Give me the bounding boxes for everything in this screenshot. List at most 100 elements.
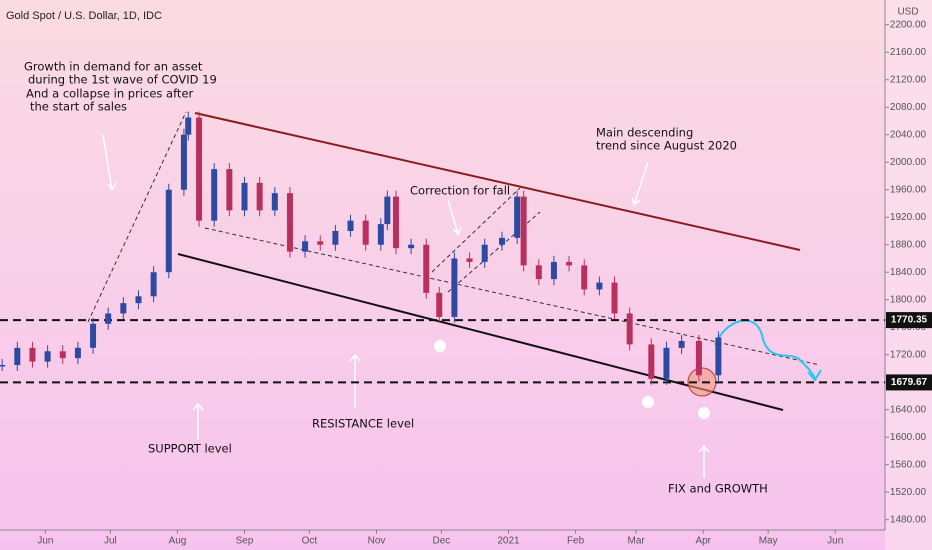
marker: [642, 396, 654, 408]
candle: [663, 347, 670, 379]
y-tick-label: 1840.00: [890, 267, 927, 278]
candle: [678, 340, 685, 348]
annotation: And a collapse in prices after: [26, 87, 194, 101]
candle: [384, 196, 391, 225]
x-tick-label: Dec: [433, 536, 451, 547]
projection: [714, 319, 816, 379]
candle: [256, 182, 263, 211]
arrow: [447, 199, 462, 236]
marker: [434, 340, 446, 352]
y-tick-label: 1600.00: [890, 432, 927, 443]
candle: [377, 224, 384, 245]
candle: [550, 261, 557, 280]
candle: [332, 230, 339, 245]
candle: [286, 193, 293, 252]
marker: [698, 407, 710, 419]
y-tick-label: 1720.00: [890, 349, 927, 360]
candle: [59, 351, 66, 359]
candle: [520, 196, 527, 266]
y-tick-label: 1800.00: [890, 294, 927, 305]
candle: [566, 261, 573, 266]
annotation: FIX and GROWTH: [668, 482, 768, 496]
y-tick-label: 2160.00: [890, 47, 927, 58]
candle: [451, 258, 458, 317]
y-tick-label: 1560.00: [890, 459, 927, 470]
x-tick-label: Oct: [302, 536, 318, 547]
candle: [90, 323, 97, 348]
x-tick-label: Aug: [169, 536, 187, 547]
candle: [408, 244, 415, 249]
candle: [150, 272, 157, 297]
candle: [499, 237, 506, 245]
candle: [302, 241, 309, 252]
candle: [44, 351, 51, 362]
rise-line: [87, 111, 187, 323]
candle: [611, 282, 618, 314]
candle: [362, 220, 369, 245]
annotation: the start of sales: [30, 100, 127, 114]
candle: [211, 169, 218, 221]
candle: [165, 189, 172, 273]
currency: USD: [897, 7, 918, 18]
candle: [392, 196, 399, 249]
candle: [196, 117, 203, 221]
y-tick-label: 2120.00: [890, 74, 927, 85]
level-label-bg: [886, 374, 932, 391]
y-tick-label: 1640.00: [890, 404, 927, 415]
x-tick-label: Jul: [104, 536, 117, 547]
level-label: 1770.35: [891, 315, 928, 326]
annotation: SUPPORT level: [148, 442, 232, 456]
x-tick-label: Feb: [567, 536, 585, 547]
candle: [648, 344, 655, 379]
y-tick-label: 1480.00: [890, 514, 927, 525]
candle: [317, 241, 324, 245]
y-tick-label: 2000.00: [890, 157, 927, 168]
annotations: Growth in demand for an asset during the…: [24, 60, 768, 496]
candle: [241, 182, 248, 211]
arrow: [631, 161, 649, 207]
y-tick-label: 2080.00: [890, 102, 927, 113]
level-label: 1679.67: [891, 377, 928, 388]
candle: [271, 193, 278, 211]
candle: [347, 220, 354, 231]
annotation: Correction for fall: [410, 184, 510, 198]
candle: [535, 265, 542, 280]
annotation: during the 1st wave of COVID 19: [28, 73, 217, 87]
candle: [695, 340, 702, 376]
arrow: [698, 444, 710, 478]
x-tick-label: Mar: [628, 536, 646, 547]
y-tick-label: 2040.00: [890, 129, 927, 140]
candle: [185, 117, 192, 135]
candle: [436, 292, 443, 317]
annotation: trend since August 2020: [596, 139, 737, 153]
x-tick-label: Jun: [827, 536, 843, 547]
y-tick-label: 1880.00: [890, 239, 927, 250]
candle: [135, 296, 142, 304]
annotation: Main descending: [596, 126, 693, 140]
candle: [466, 258, 473, 262]
candle: [226, 169, 233, 211]
x-tick-label: Nov: [368, 536, 386, 547]
x-tick-label: 2021: [497, 536, 520, 547]
x-tick-label: Sep: [236, 536, 254, 547]
price-axis-bg: [885, 0, 932, 550]
candle: [715, 337, 722, 376]
channel-top: [194, 112, 801, 251]
candle: [74, 347, 81, 359]
projection-arrow: [807, 369, 822, 382]
chart-title: Gold Spot / U.S. Dollar, 1D, IDC: [6, 10, 162, 22]
candle: [29, 347, 36, 362]
y-tick-label: 1960.00: [890, 184, 927, 195]
annotation: Growth in demand for an asset: [24, 60, 203, 74]
candle: [105, 313, 112, 324]
candle: [180, 134, 187, 190]
arrow: [192, 402, 204, 440]
mid-line: [204, 227, 821, 366]
candle: [120, 303, 127, 314]
y-tick-label: 2200.00: [890, 19, 927, 30]
level-label-bg: [886, 312, 932, 329]
x-tick-label: May: [759, 536, 778, 547]
candle: [514, 196, 521, 238]
candle: [626, 313, 633, 345]
